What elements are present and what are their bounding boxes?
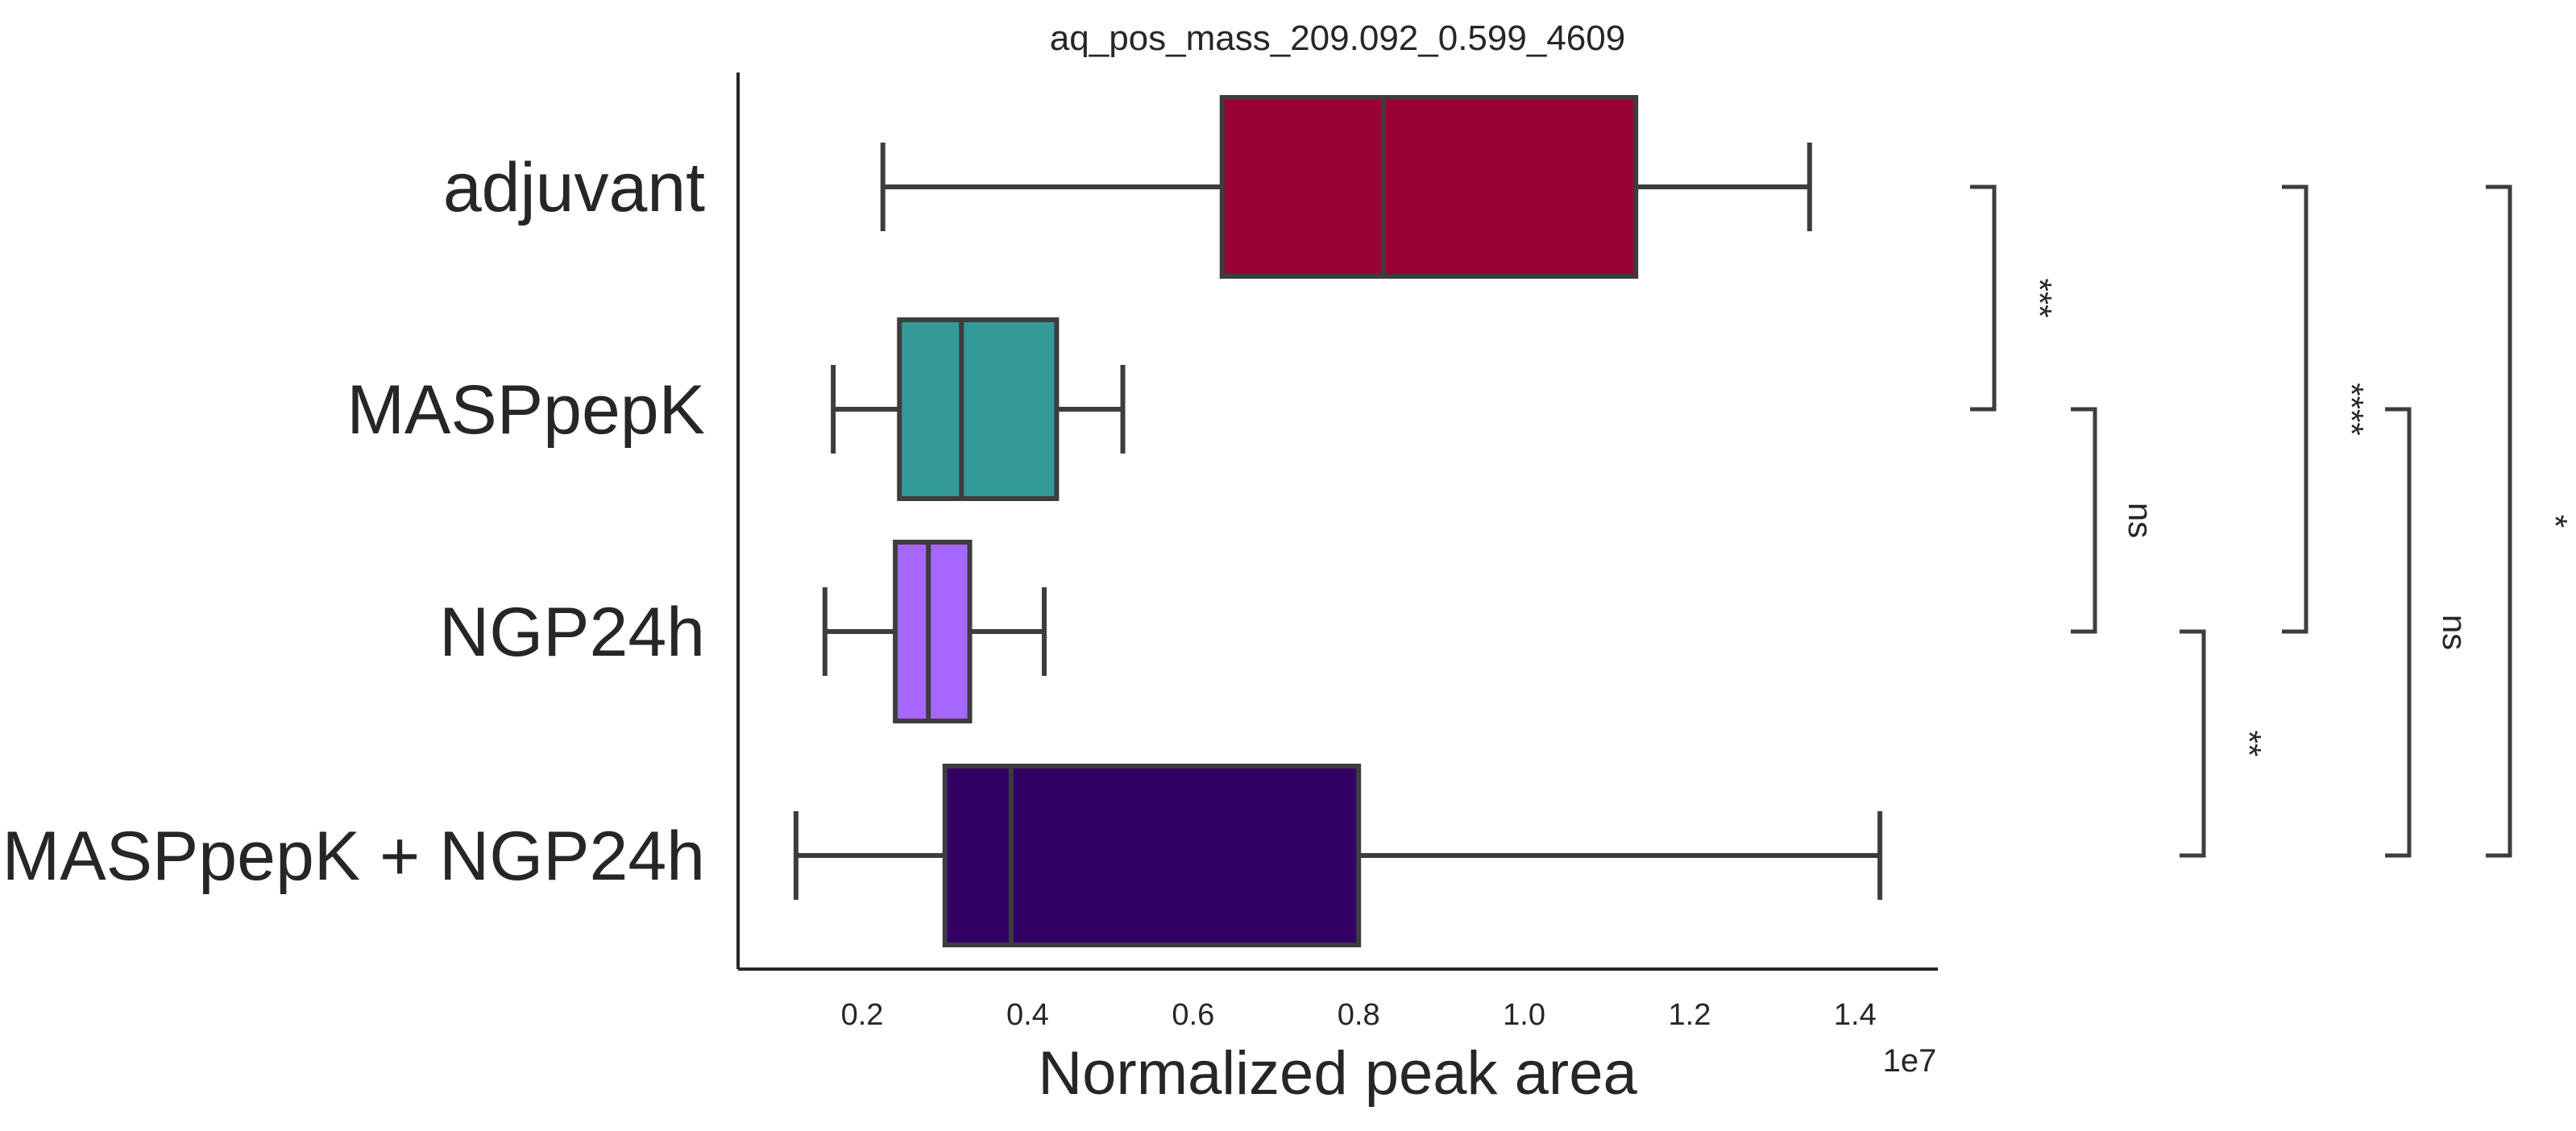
bracket-line: [2486, 184, 2512, 858]
significance-label: **: [2230, 731, 2268, 757]
x-axis-label: Normalized peak area: [1038, 1039, 1637, 1108]
boxes: [793, 95, 1883, 947]
box-group: [880, 95, 1812, 279]
category-label: MASPpepK: [346, 371, 705, 449]
x-tick-label: 1.4: [1834, 998, 1877, 1032]
box-group: [831, 317, 1126, 501]
significance-brackets: ***ns******ns*: [1970, 184, 2574, 858]
box-rect: [1219, 95, 1639, 279]
box-rect: [942, 764, 1362, 947]
category-label: NGP24h: [439, 594, 705, 671]
x-tick-label: 0.4: [1006, 998, 1049, 1032]
significance-bracket: ns: [2071, 407, 2159, 634]
bracket-line: [2071, 407, 2097, 634]
box-rect: [897, 317, 1060, 501]
significance-label: ****: [2333, 383, 2371, 435]
x-tick-label: 0.8: [1338, 998, 1380, 1032]
x-offset-label: 1e7: [1883, 1043, 1937, 1079]
box-group: [822, 540, 1047, 723]
significance-bracket: ****: [2282, 184, 2371, 634]
chart-title: aq_pos_mass_209.092_0.599_4609: [1050, 19, 1625, 58]
significance-label: ns: [2122, 503, 2159, 538]
x-tick-label: 0.2: [841, 998, 884, 1032]
significance-bracket: **: [2180, 629, 2268, 858]
bracket-line: [2282, 184, 2308, 634]
significance-bracket: *: [2486, 184, 2574, 858]
category-labels: adjuvant MASPpepK NGP24h MASPpepK + NGP24h: [2, 149, 706, 895]
bracket-line: [2385, 407, 2412, 858]
significance-bracket: ns: [2385, 407, 2474, 858]
bracket-line: [1970, 184, 1997, 412]
bracket-line: [2180, 629, 2206, 858]
x-ticks: 0.2 0.4 0.6 0.8 1.0 1.2 1.4: [841, 998, 1877, 1032]
significance-label: *: [2537, 515, 2574, 528]
x-tick-label: 1.0: [1503, 998, 1545, 1032]
significance-label: ns: [2436, 615, 2474, 650]
category-label: MASPpepK + NGP24h: [2, 818, 705, 895]
significance-bracket: ***: [1970, 184, 2059, 412]
box-rect: [893, 540, 973, 723]
category-label: adjuvant: [443, 149, 705, 226]
x-tick-label: 0.6: [1172, 998, 1214, 1032]
x-tick-label: 1.2: [1669, 998, 1711, 1032]
box-group: [793, 764, 1883, 947]
significance-label: ***: [2021, 278, 2059, 317]
